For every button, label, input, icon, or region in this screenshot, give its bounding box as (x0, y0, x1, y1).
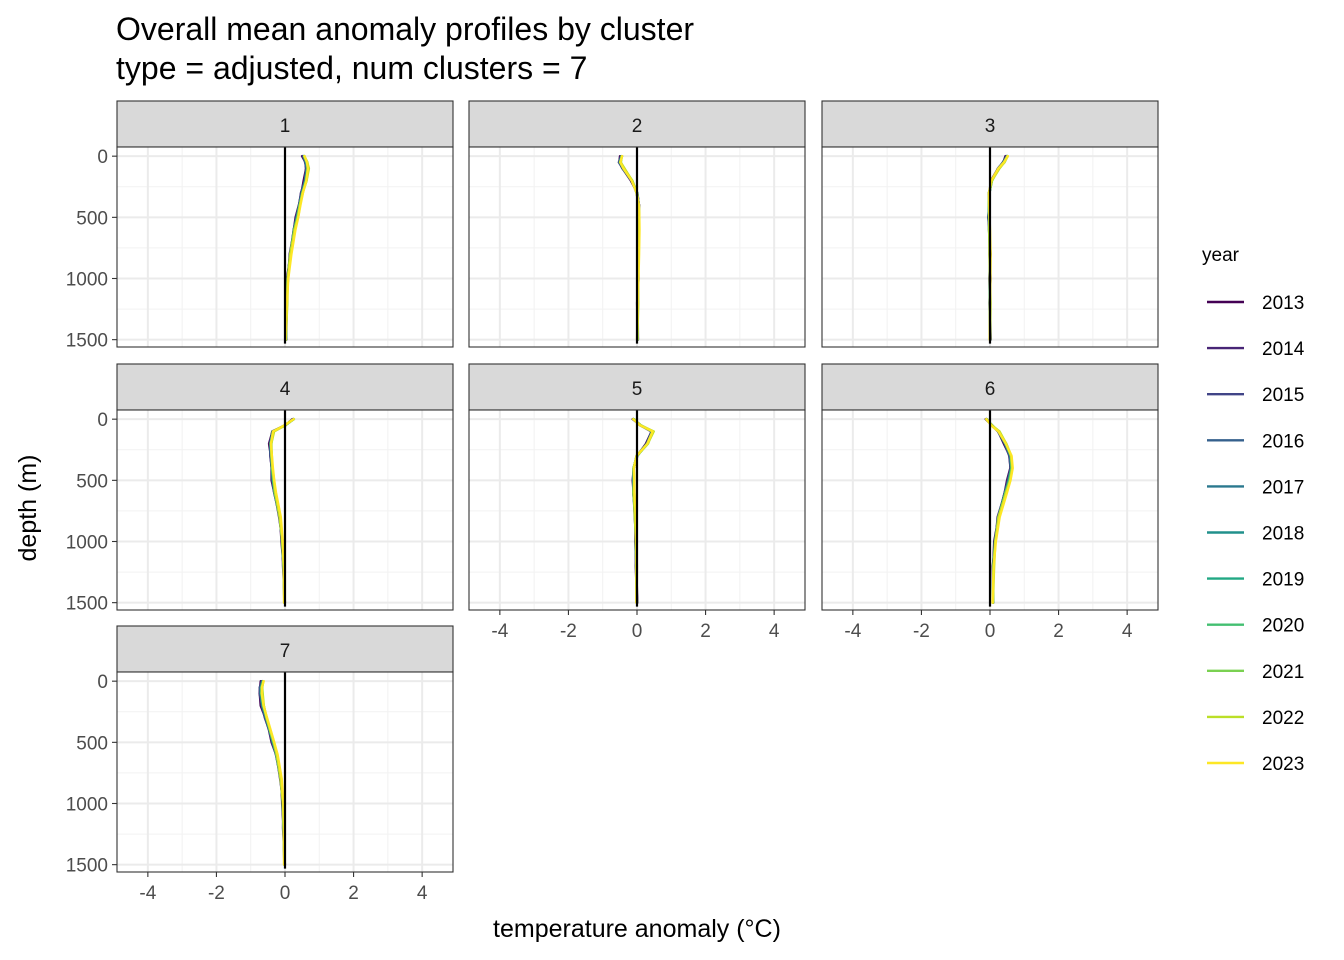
legend-label-2018: 2018 (1262, 524, 1304, 545)
y-tick-label: 1500 (66, 331, 108, 352)
facet-panel-3: 3 (821, 100, 1159, 348)
legend-label-2023: 2023 (1262, 754, 1304, 775)
profile-line-2023 (284, 154, 310, 341)
facet-strip (116, 100, 454, 148)
chart-title: Overall mean anomaly profiles by cluster (116, 11, 694, 47)
x-tick-label: 0 (632, 621, 643, 642)
x-tick-label: 2 (700, 621, 711, 642)
y-tick-label: 1500 (66, 594, 108, 615)
y-tick-label: 0 (97, 410, 108, 431)
facet-strip-label: 5 (632, 379, 643, 400)
chart-subtitle: type = adjusted, num clusters = 7 (116, 50, 587, 86)
x-tick-label: -4 (844, 621, 861, 642)
legend-label-2014: 2014 (1262, 339, 1305, 360)
y-tick-label: 0 (97, 672, 108, 693)
y-tick-label: 1000 (66, 532, 108, 553)
panel-border (821, 146, 1159, 348)
y-tick-label: 1000 (66, 269, 108, 290)
facet-panels: 1 0 500 1000 1500 2 3 4 0 500 1000 1500 5 -4 -2 0 2 4 6 -4 -… (66, 100, 1159, 904)
facet-strip-label: 2 (632, 116, 643, 137)
x-tick-label: -2 (208, 883, 225, 904)
x-tick-label: 0 (985, 621, 996, 642)
legend-label-2019: 2019 (1262, 570, 1304, 591)
y-tick-label: 500 (76, 733, 108, 754)
x-tick-label: 4 (417, 883, 428, 904)
x-axis-title: temperature anomaly (°C) (493, 915, 781, 943)
facet-strip-label: 6 (985, 379, 996, 400)
x-tick-label: -4 (491, 621, 508, 642)
facet-panel-2: 2 (468, 100, 806, 348)
legend-label-2013: 2013 (1262, 293, 1304, 314)
facet-panel-1: 1 0 500 1000 1500 (66, 100, 454, 352)
x-tick-label: 0 (280, 883, 291, 904)
x-tick-label: 4 (769, 621, 780, 642)
legend-label-2022: 2022 (1262, 708, 1304, 729)
profile-line-2023 (260, 679, 286, 866)
facet-strip-label: 3 (985, 116, 996, 137)
facet-strip (821, 100, 1159, 148)
facet-panel-4: 4 0 500 1000 1500 (66, 363, 454, 615)
x-tick-label: -4 (139, 883, 156, 904)
panel-border (468, 146, 806, 348)
y-axis-title: depth (m) (14, 455, 42, 562)
y-tick-label: 1000 (66, 794, 108, 815)
facet-panel-5: 5 -4 -2 0 2 4 (468, 363, 806, 642)
x-tick-label: -2 (560, 621, 577, 642)
x-tick-label: -2 (913, 621, 930, 642)
x-tick-label: 2 (348, 883, 359, 904)
facet-strip-label: 7 (280, 641, 291, 662)
x-tick-label: 4 (1122, 621, 1133, 642)
facet-strip (116, 363, 454, 411)
legend-label-2017: 2017 (1262, 477, 1304, 498)
facet-strip-label: 1 (280, 116, 291, 137)
facet-panel-6: 6 -4 -2 0 2 4 (821, 363, 1159, 642)
y-tick-label: 0 (97, 147, 108, 168)
panel-border (116, 146, 454, 348)
profile-line-2023 (619, 154, 641, 341)
legend-label-2016: 2016 (1262, 431, 1304, 452)
legend: year 2013 2014 2015 2016 2017 2018 2019 2020 202… (1202, 245, 1305, 775)
facet-strip (468, 363, 806, 411)
panel-border (116, 409, 454, 611)
y-tick-label: 1500 (66, 856, 108, 877)
profile-line-2023 (269, 417, 295, 604)
legend-label-2020: 2020 (1262, 616, 1304, 637)
facet-strip (821, 363, 1159, 411)
facet-panel-7: 7 0 500 1000 1500 -4 -2 0 2 4 (66, 625, 454, 904)
legend-title: year (1202, 245, 1240, 266)
x-tick-label: 2 (1053, 621, 1064, 642)
facet-strip-label: 4 (280, 379, 291, 400)
legend-label-2015: 2015 (1262, 385, 1304, 406)
y-tick-label: 500 (76, 208, 108, 229)
y-tick-label: 500 (76, 471, 108, 492)
legend-label-2021: 2021 (1262, 662, 1304, 683)
profile-line-2023 (985, 417, 1014, 604)
